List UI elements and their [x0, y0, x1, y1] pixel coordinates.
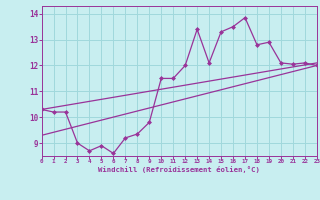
X-axis label: Windchill (Refroidissement éolien,°C): Windchill (Refroidissement éolien,°C) [98, 166, 260, 173]
